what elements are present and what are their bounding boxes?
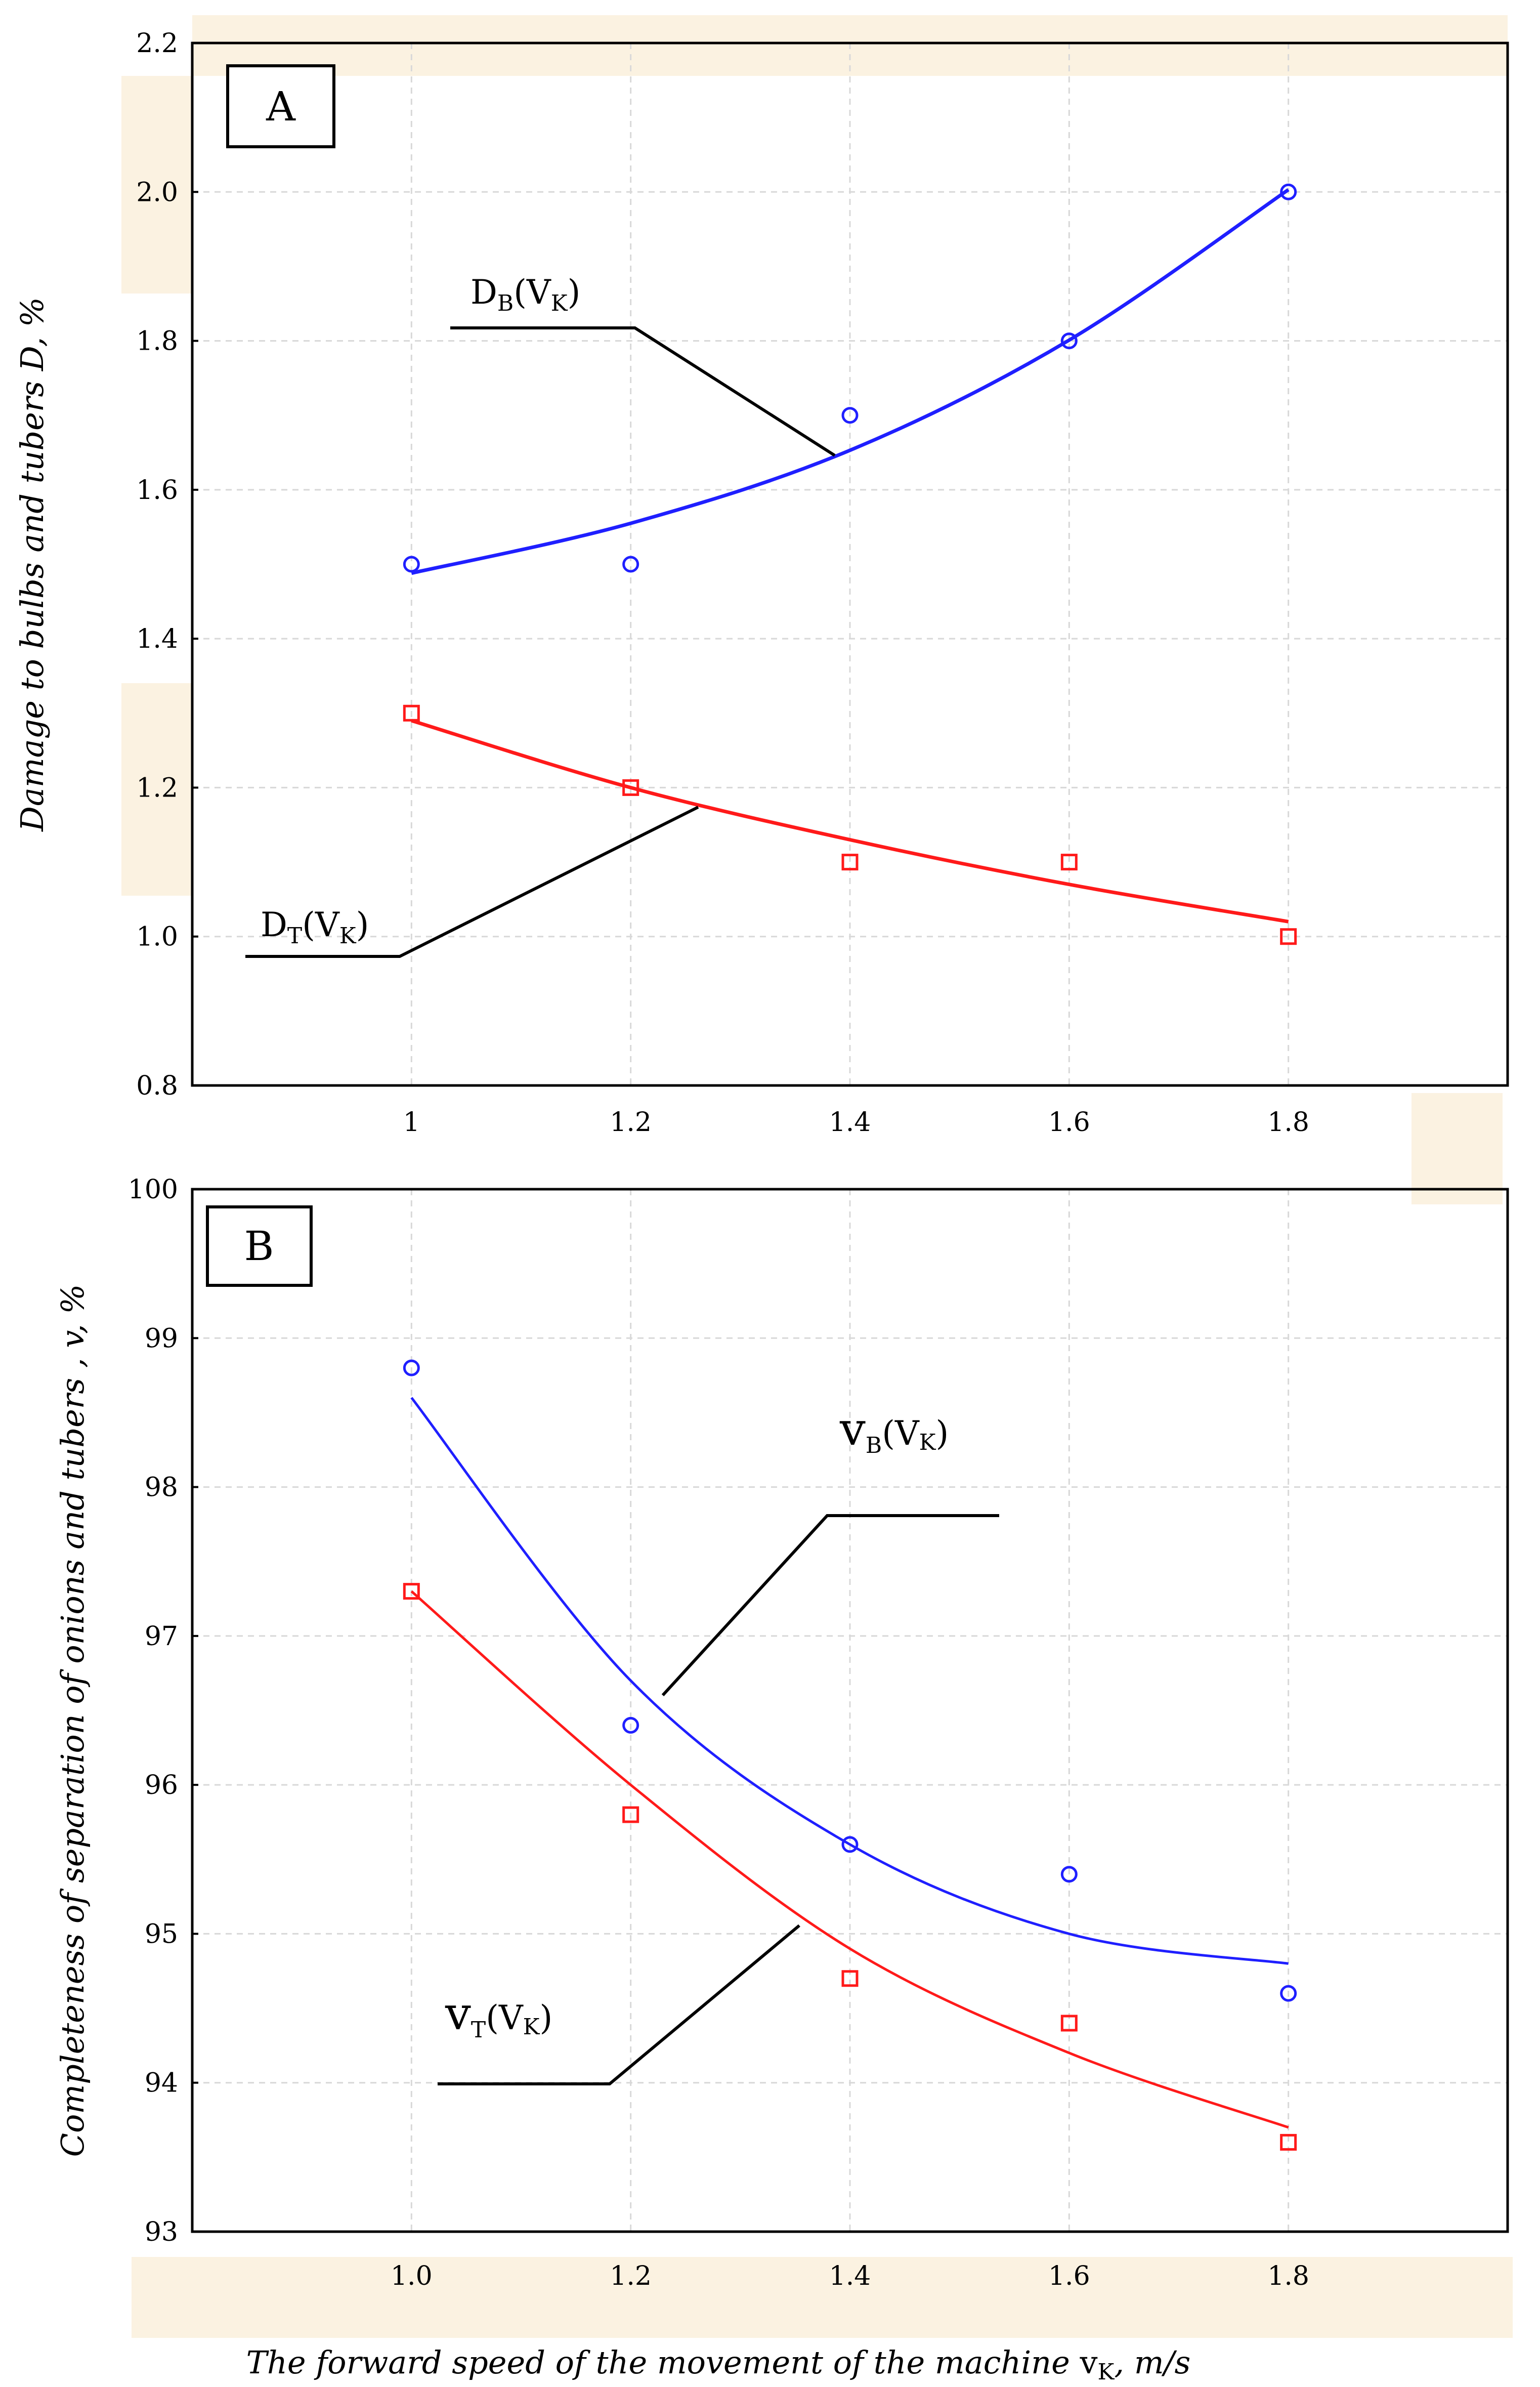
panel-a-series-0-fit-line xyxy=(411,188,1290,575)
panel-a-grid xyxy=(192,42,1508,1086)
annotation-vb-label: vB(VK) xyxy=(839,1403,949,1458)
panel-b-series-0-point xyxy=(403,1359,420,1376)
panel-b-ytick-label: 94 xyxy=(145,2068,178,2099)
panel-b: 93 94 95 96 97 98 99 100 1.0 1.2 1.4 1.6 1.8 B Compl… xyxy=(54,1175,1509,2291)
panel-a-series-1-point xyxy=(841,854,859,871)
annotation-vb: vB(VK) xyxy=(661,1403,999,1697)
panel-a-series-1-point xyxy=(403,704,420,722)
annotation-vb-leader xyxy=(661,1514,999,1697)
panel-b-series-1-point xyxy=(841,1970,859,1987)
panel-b-series-1-point xyxy=(1280,2133,1297,2151)
annotation-db-leader xyxy=(450,326,836,457)
annotation-db-label: DB(VK) xyxy=(470,273,580,316)
panel-b-series-1-point xyxy=(1060,2015,1078,2032)
panel-a-ytick-label: 1.0 xyxy=(136,922,178,952)
panel-a-ytick-label: 0.8 xyxy=(136,1071,178,1101)
panel-b-series xyxy=(403,1359,1297,2151)
panel-a-ytick-label: 2.2 xyxy=(136,28,178,59)
panel-a-series-0-point xyxy=(622,556,639,573)
panel-b-letter: B xyxy=(244,1223,274,1270)
panel-a-xtick-label: 1.8 xyxy=(1267,1107,1309,1138)
annotation-db: DB(VK) xyxy=(450,273,836,457)
panel-b-ytick-label: 99 xyxy=(145,1323,178,1354)
panel-a-series-1-point xyxy=(1060,854,1078,871)
panel-a-xtick-label: 1.4 xyxy=(829,1107,871,1138)
panel-b-ticks: 93 94 95 96 97 98 99 100 1.0 1.2 1.4 1.6 1.8 xyxy=(128,1175,1309,2291)
panel-b-ytick-label: 96 xyxy=(145,1770,178,1800)
panel-a-series-0-point xyxy=(1280,183,1297,200)
panel-a-series-1-fit-line xyxy=(411,719,1289,924)
panel-b-ytick-label: 93 xyxy=(145,2217,178,2247)
panel-b-xtick-label: 1.2 xyxy=(610,2261,652,2291)
panel-b-series-0-point xyxy=(1060,1866,1078,1883)
panel-b-grid xyxy=(192,1188,1508,2233)
panel-a-series-1-point xyxy=(622,779,639,796)
panel-b-series-0-point xyxy=(841,1836,859,1853)
panel-a-xtick-label: 1.2 xyxy=(610,1107,652,1138)
panel-a-series-1-point xyxy=(1280,928,1297,945)
panel-a: 0.81.01.21.41.61.82.02.21 1.2 1.4 1.6 1.8 A … xyxy=(14,28,1509,1138)
panel-a-letter-box xyxy=(226,64,335,148)
panel-a-xtick-label: 1.6 xyxy=(1048,1107,1090,1138)
panel-b-series-1-point xyxy=(622,1806,639,1823)
panel-a-xtick-label: 1 xyxy=(403,1107,420,1138)
panel-a-plot-frame xyxy=(191,41,1509,1087)
panel-a-series xyxy=(403,183,1297,945)
panel-b-series-0-point xyxy=(622,1716,639,1734)
panel-a-series-0-point xyxy=(403,556,420,573)
annotation-dt: DT(VK) xyxy=(245,806,699,958)
annotation-vt-leader xyxy=(438,1924,800,2085)
panel-a-series-0-point xyxy=(841,407,859,424)
annotation-vt-label: vT(VK) xyxy=(445,1987,552,2043)
panel-b-plot-frame xyxy=(191,1188,1509,2233)
panel-b-series-1-fit-line xyxy=(410,1590,1289,2129)
panel-a-letter: A xyxy=(266,83,296,130)
annotation-dt-label: DT(VK) xyxy=(261,905,369,949)
panel-a-ytick-label: 1.6 xyxy=(136,475,178,506)
panel-b-xtick-label: 1.6 xyxy=(1048,2261,1090,2291)
panel-b-ytick-label: 98 xyxy=(145,1473,178,1503)
panel-a-ylabel: Damage to bulbs and tubers D, % xyxy=(14,297,51,832)
panel-b-ytick-label: 95 xyxy=(145,1919,178,1949)
panel-b-ylabel: Completeness of separation of onions and… xyxy=(54,1284,91,2157)
panel-b-xtick-label: 1.8 xyxy=(1267,2261,1309,2291)
panel-a-ticks: 0.8 1.0 1.2 1.4 1.6 1.8 2.0 2.2 1 1.2 1.4 1.6 1.8 xyxy=(136,28,1309,1138)
panel-b-ytick-label: 97 xyxy=(145,1621,178,1652)
panel-a-ytick-label: 1.8 xyxy=(136,326,178,357)
panel-b-xtick-label: 1.0 xyxy=(391,2261,433,2291)
annotation-dt-leader xyxy=(245,806,699,958)
panel-b-letter-box xyxy=(206,1205,313,1287)
panel-a-series-0-point xyxy=(1060,332,1078,350)
panel-b-xtick-label: 1.4 xyxy=(829,2261,871,2291)
panel-a-ytick-label: 1.2 xyxy=(136,773,178,803)
panel-b-series-0-fit-line xyxy=(410,1397,1289,1965)
panel-a-ytick-label: 1.4 xyxy=(136,624,178,654)
panel-b-series-1-point xyxy=(403,1583,420,1600)
x-axis-title: The forward speed of the movement of the… xyxy=(246,2344,1191,2385)
annotation-vt: vT(VK) xyxy=(438,1924,800,2085)
panel-b-ytick-label: 100 xyxy=(128,1175,178,1205)
panel-b-series-0-point xyxy=(1280,1985,1297,2002)
shade-blocks xyxy=(121,15,1513,2338)
panel-a-ytick-label: 2.0 xyxy=(136,177,178,207)
